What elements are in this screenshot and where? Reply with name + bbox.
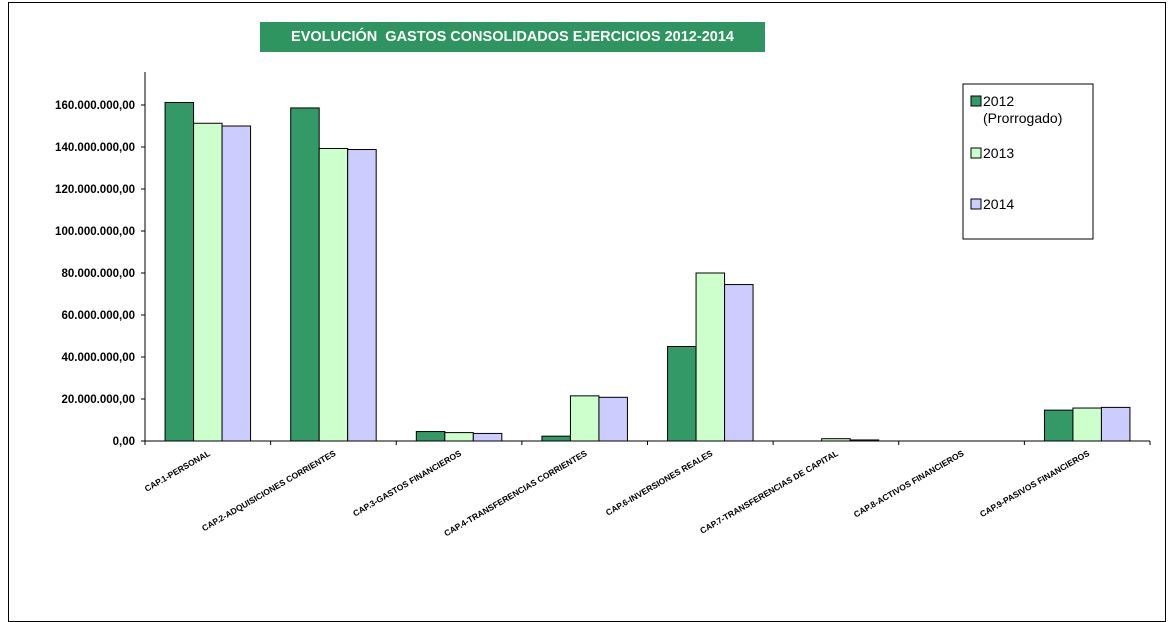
y-tick-label: 0,00 <box>113 436 135 448</box>
bar <box>695 272 726 442</box>
x-tick-label: CAP.7-TRANSFERENCIAS DE CAPITAL <box>698 448 840 536</box>
bar <box>1100 406 1131 442</box>
x-tick-label: CAP.9-PASIVOS FINANCIEROS <box>978 448 1091 519</box>
y-tick-label: 120.000.000,00 <box>55 184 135 196</box>
bar <box>569 395 600 442</box>
legend-swatch <box>970 147 982 159</box>
legend-label: (Prorrogado) <box>983 110 1062 126</box>
legend-label: 2014 <box>983 196 1014 212</box>
bar <box>667 346 697 442</box>
legend-swatch <box>970 95 982 107</box>
x-tick-label: CAP.1-PERSONAL <box>143 448 212 494</box>
y-tick-label: 40.000.000,00 <box>61 352 135 364</box>
legend-swatch <box>970 198 982 210</box>
y-tick-label: 20.000.000,00 <box>61 394 135 406</box>
x-tick-label: CAP.3-GASTOS FINANCIEROS <box>351 448 463 519</box>
y-tick-label: 140.000.000,00 <box>55 142 135 154</box>
x-tick-label: CAP.8-ACTIVOS FINANCIEROS <box>852 448 966 520</box>
bar <box>415 431 446 442</box>
bar <box>164 101 195 442</box>
bar <box>318 147 349 442</box>
bar <box>724 284 754 442</box>
bar <box>1072 407 1102 442</box>
legend-box <box>962 83 1094 240</box>
bar <box>541 435 571 442</box>
bar <box>444 432 474 442</box>
bar <box>849 439 880 442</box>
bar <box>1043 409 1074 442</box>
bar <box>821 438 851 442</box>
x-tick-label: CAP.4-TRANSFERENCIAS CORRIENTES <box>442 448 589 538</box>
y-tick-label: 80.000.000,00 <box>61 268 135 280</box>
y-tick-label: 100.000.000,00 <box>55 226 135 238</box>
bar <box>290 107 320 442</box>
x-tick-label: CAP.2-ADQUISICIONES CORRIENTES <box>200 448 338 533</box>
bar <box>472 432 503 442</box>
bar <box>347 149 377 442</box>
bar <box>193 122 223 442</box>
chart-title: EVOLUCIÓN GASTOS CONSOLIDADOS EJERCICIOS… <box>260 22 765 52</box>
legend-label: 2013 <box>983 145 1014 161</box>
y-tick-label: 60.000.000,00 <box>61 310 135 322</box>
bar <box>221 125 252 442</box>
bar <box>598 396 628 442</box>
x-tick-label: CAP.6-INVERSIONES REALES <box>604 448 715 518</box>
y-tick-label: 160.000.000,00 <box>55 100 135 112</box>
legend-label: 2012 <box>983 93 1014 109</box>
